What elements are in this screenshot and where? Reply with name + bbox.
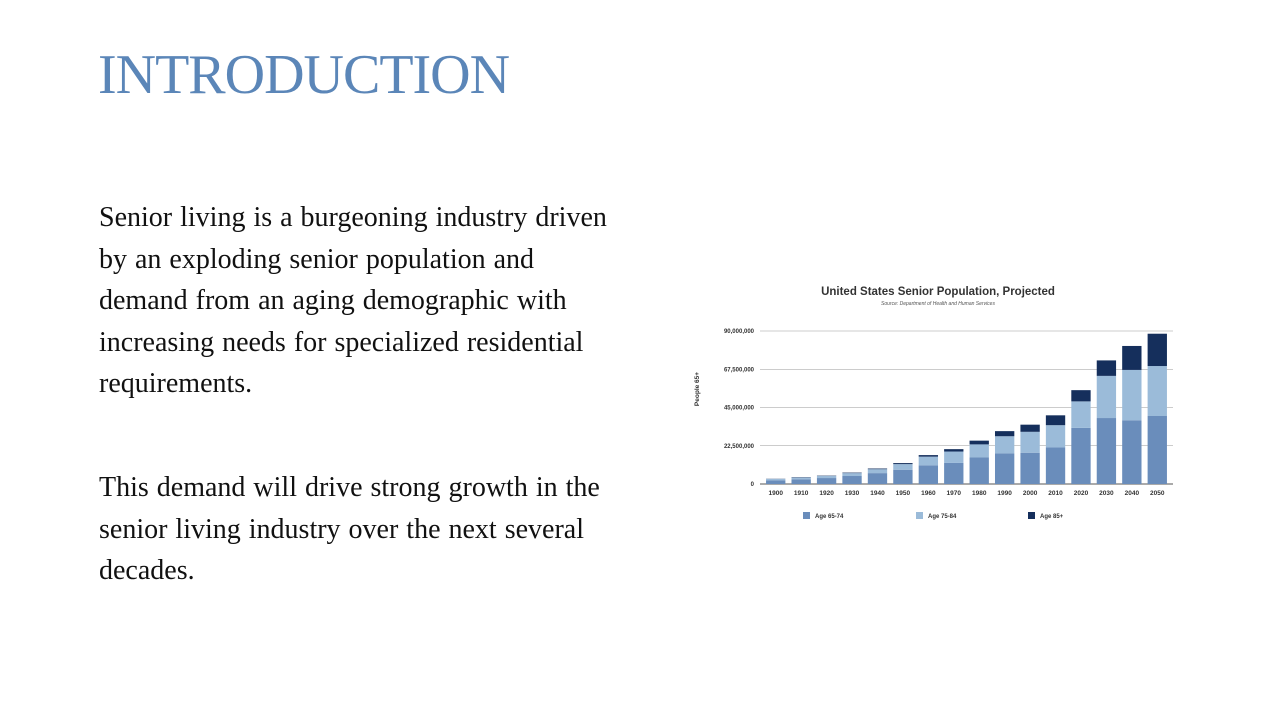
y-tick-label: 67,500,000 bbox=[724, 367, 755, 373]
bar-segment bbox=[1122, 420, 1142, 484]
x-tick-label: 1940 bbox=[870, 490, 885, 497]
bar-segment bbox=[842, 476, 862, 484]
bar-segment bbox=[969, 444, 989, 458]
y-tick-label: 45,000,000 bbox=[724, 406, 755, 412]
bar-segment bbox=[1096, 375, 1117, 419]
bar-segment bbox=[994, 431, 1015, 437]
bar-segment bbox=[893, 469, 913, 484]
bar-segment bbox=[1122, 345, 1142, 370]
bar-segment bbox=[918, 455, 939, 457]
bar-segment bbox=[1147, 416, 1167, 484]
bar-segment bbox=[944, 462, 964, 484]
x-tick-label: 2010 bbox=[1048, 490, 1063, 497]
growth-paragraph: This demand will drive strong growth in … bbox=[99, 472, 600, 586]
x-tick-label: 1900 bbox=[768, 490, 783, 497]
bar-segment bbox=[867, 468, 888, 470]
bar-segment bbox=[969, 440, 989, 445]
x-tick-label: 2020 bbox=[1074, 490, 1089, 497]
slide-title: INTRODUCTION bbox=[98, 44, 510, 106]
bar-segment bbox=[766, 478, 786, 481]
legend-swatch bbox=[803, 512, 810, 519]
bar-segment bbox=[816, 478, 837, 484]
intro-paragraph: Senior living is a burgeoning industry d… bbox=[99, 202, 607, 399]
x-tick-label: 2000 bbox=[1023, 490, 1038, 497]
bar-segment bbox=[944, 451, 964, 463]
x-tick-label: 1950 bbox=[896, 490, 911, 497]
x-tick-label: 1990 bbox=[997, 490, 1012, 497]
x-tick-label: 2030 bbox=[1099, 490, 1114, 497]
bar-segment bbox=[1020, 424, 1040, 432]
bar-segment bbox=[791, 479, 811, 484]
y-tick-label: 0 bbox=[751, 482, 755, 488]
bar-segment bbox=[867, 473, 888, 484]
bar-segment bbox=[994, 436, 1015, 454]
bar-segment bbox=[1096, 360, 1117, 376]
bar-segment bbox=[791, 477, 811, 480]
bar-segment bbox=[994, 453, 1015, 484]
chart-subtitle: Source: Department of Health and Human S… bbox=[881, 301, 995, 307]
bar-segment bbox=[918, 465, 939, 484]
x-tick-label: 2050 bbox=[1150, 490, 1165, 497]
x-tick-label: 1960 bbox=[921, 490, 936, 497]
bar-segment bbox=[1096, 418, 1117, 484]
bar-segment bbox=[1122, 369, 1142, 421]
bar-segment bbox=[1071, 427, 1091, 484]
x-tick-label: 1910 bbox=[794, 490, 809, 497]
bar-segment bbox=[766, 480, 786, 484]
x-tick-label: 2040 bbox=[1125, 490, 1140, 497]
bar-segment bbox=[1045, 425, 1066, 448]
y-tick-label: 22,500,000 bbox=[724, 444, 755, 450]
chart-title: United States Senior Population, Project… bbox=[821, 286, 1055, 298]
bar-segment bbox=[842, 472, 862, 474]
bar-segment bbox=[893, 463, 913, 465]
population-chart: United States Senior Population, Project… bbox=[688, 277, 1193, 527]
bar-segment bbox=[1071, 401, 1091, 428]
bar-segment bbox=[944, 449, 964, 452]
x-tick-label: 1930 bbox=[845, 490, 860, 497]
legend-label: Age 85+ bbox=[1040, 514, 1064, 520]
bar-segment bbox=[1045, 415, 1066, 426]
population-chart-svg: United States Senior Population, Project… bbox=[694, 286, 1173, 520]
legend-swatch bbox=[1028, 512, 1035, 519]
bar-segment bbox=[867, 469, 888, 474]
bar-segment bbox=[816, 476, 837, 479]
x-tick-label: 1920 bbox=[819, 490, 834, 497]
bar-segment bbox=[1020, 452, 1040, 484]
legend-label: Age 75-84 bbox=[928, 514, 957, 520]
bar-segment bbox=[1147, 333, 1167, 367]
x-tick-label: 1970 bbox=[947, 490, 962, 497]
bar-segment bbox=[969, 457, 989, 484]
bar-segment bbox=[842, 473, 862, 477]
bar-segment bbox=[1020, 431, 1040, 453]
bar-segment bbox=[1071, 390, 1091, 402]
bar-segment bbox=[918, 456, 939, 466]
y-tick-label: 90,000,000 bbox=[724, 329, 755, 335]
x-tick-label: 1980 bbox=[972, 490, 987, 497]
bar-segment bbox=[893, 464, 913, 470]
y-axis-label: People 65+ bbox=[694, 372, 701, 406]
legend-swatch bbox=[916, 512, 923, 519]
bar-segment bbox=[1045, 447, 1066, 484]
legend-label: Age 65-74 bbox=[815, 514, 844, 520]
bar-segment bbox=[1147, 366, 1167, 416]
